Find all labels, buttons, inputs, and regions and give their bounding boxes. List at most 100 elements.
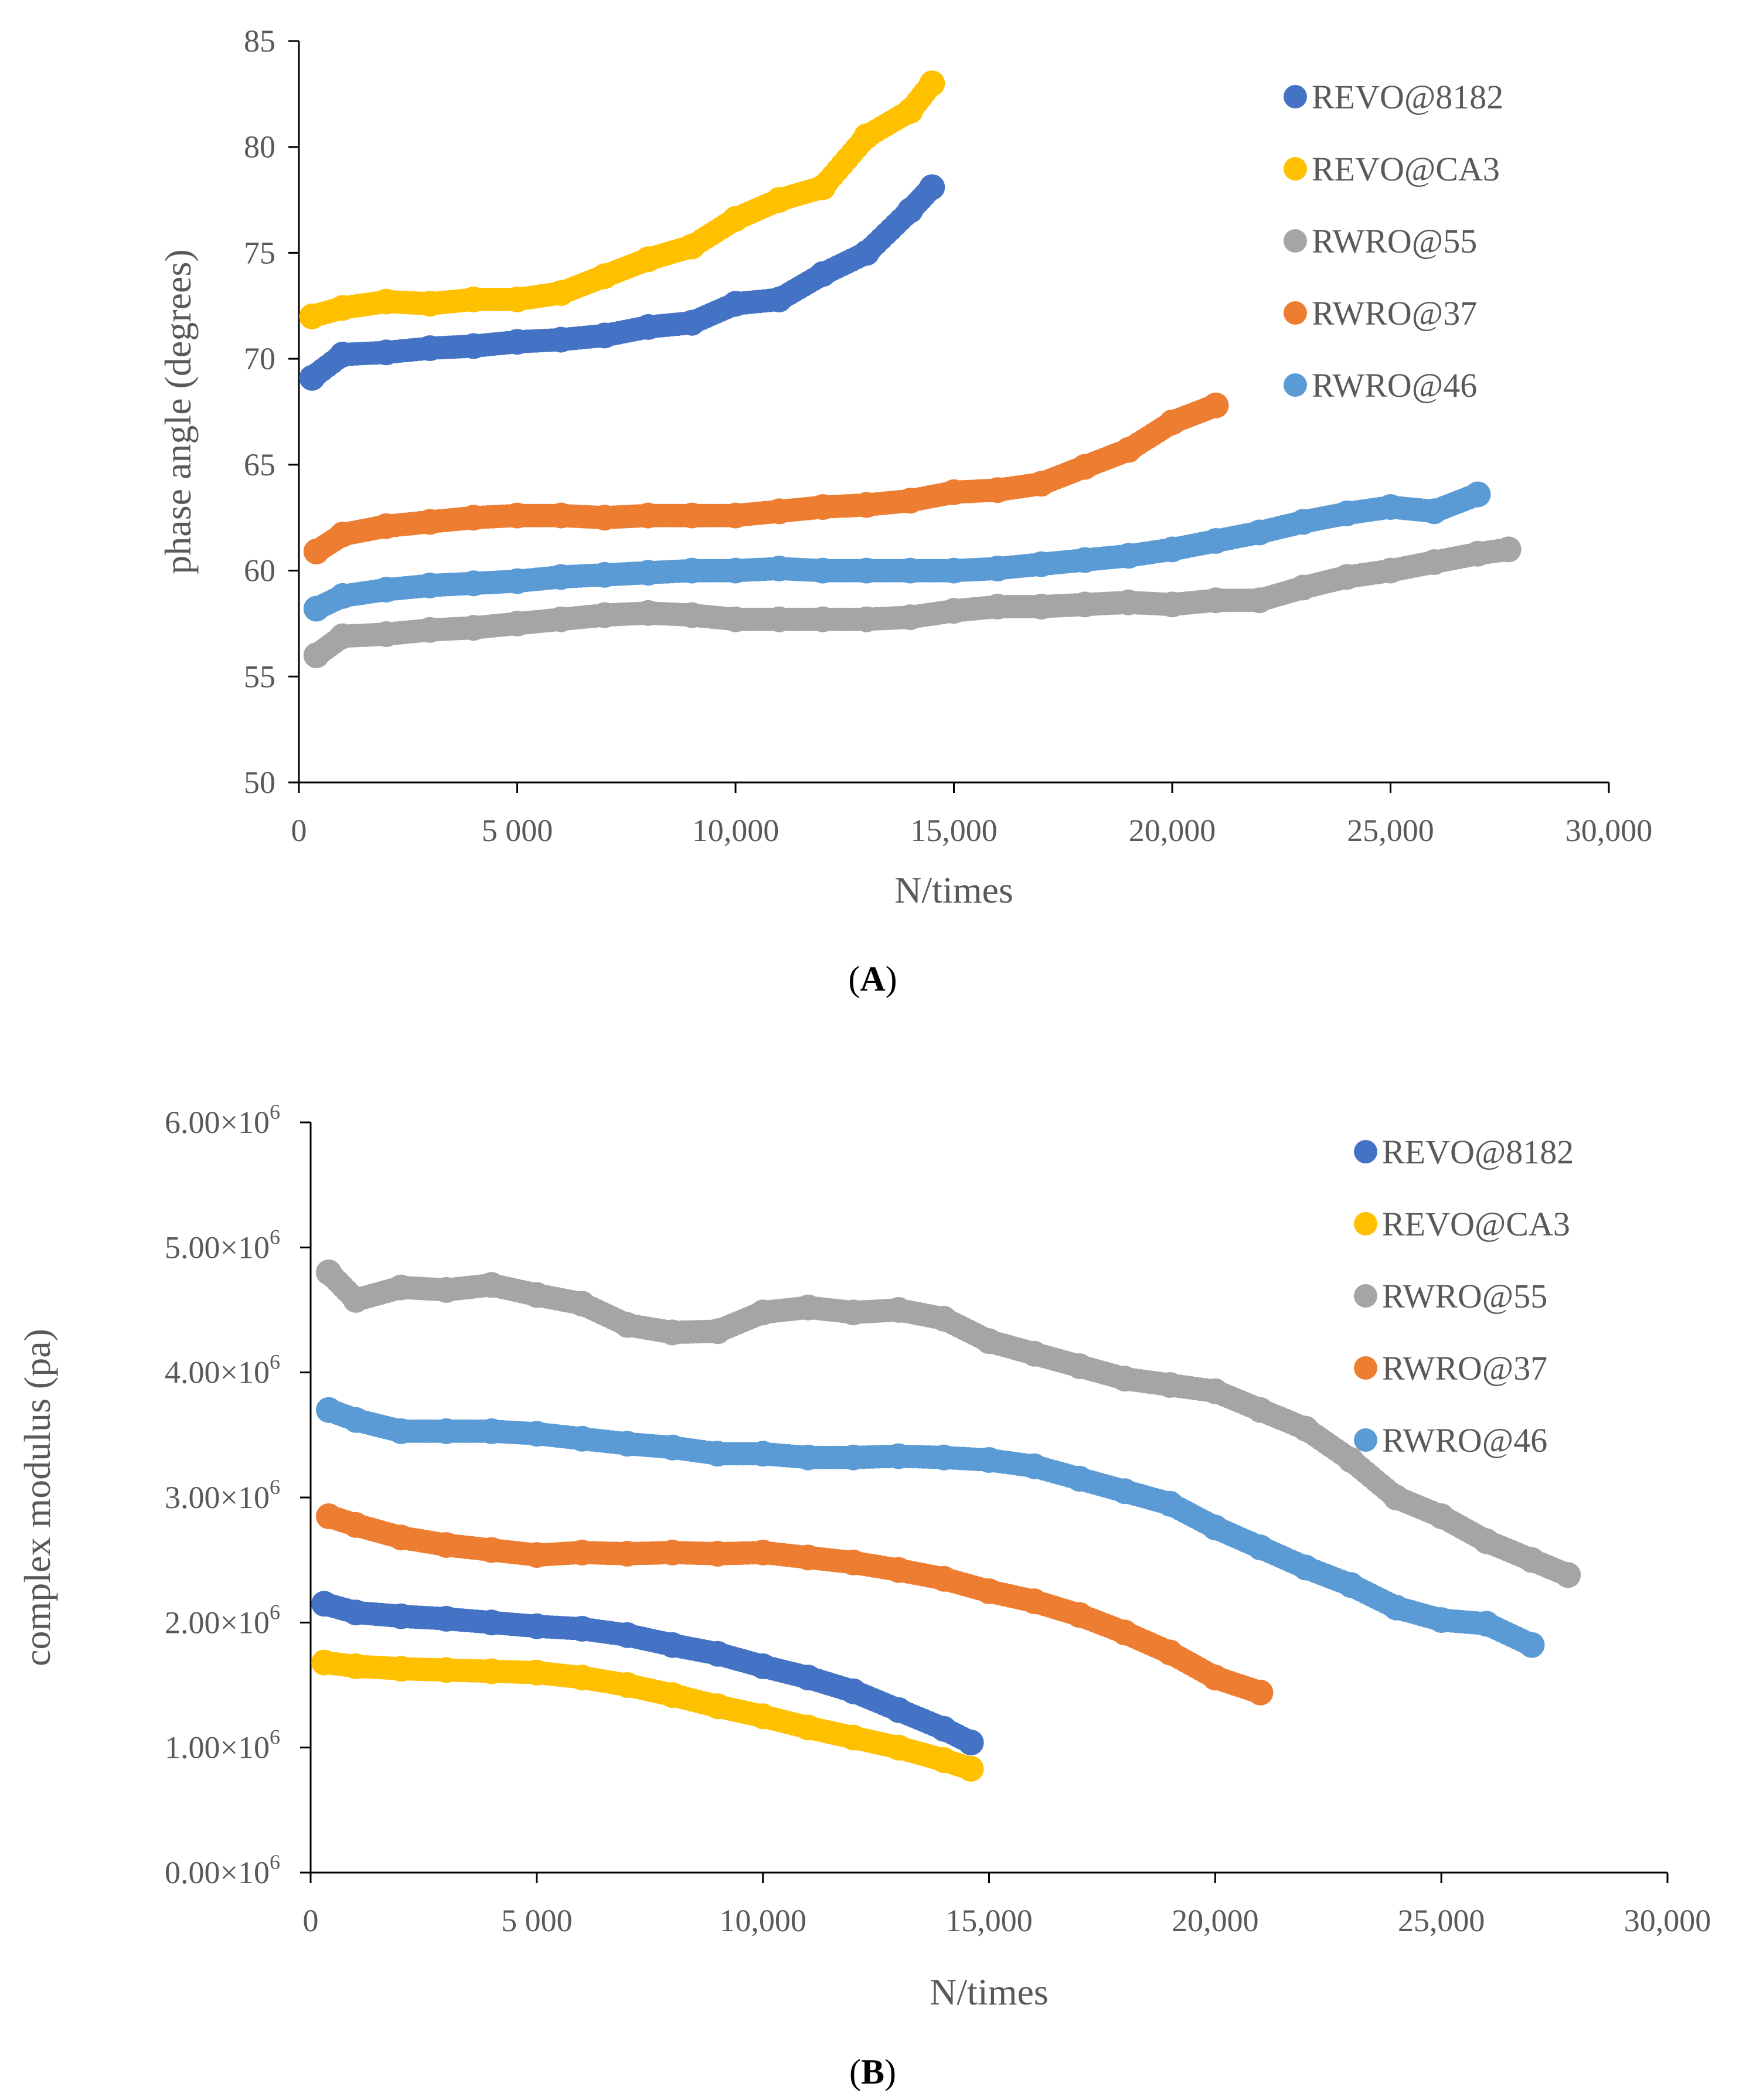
data-point-rwro-55-4 (478, 1272, 505, 1298)
y-tick-exponent: 6 (270, 1850, 280, 1874)
data-point-rwro-37-11 (795, 1544, 821, 1571)
legend-label: REVO@CA3 (1382, 1205, 1570, 1243)
data-point-revo-ca3-10 (723, 206, 748, 232)
data-point-rwro-55-27 (1519, 1547, 1545, 1573)
data-point-rwro-55-13 (886, 1297, 912, 1323)
data-point-revo-8182-6 (548, 326, 574, 353)
legend-marker (1354, 1284, 1377, 1308)
data-point-rwro-55-6 (548, 606, 574, 632)
data-point-rwro-46-0 (303, 595, 329, 622)
data-point-rwro-55-0 (303, 642, 329, 669)
data-point-rwro-46-8 (659, 1434, 686, 1461)
data-point-rwro-46-15 (976, 1447, 1002, 1473)
y-tick-exponent: 6 (270, 1725, 280, 1749)
x-tick-label: 0 (303, 1903, 319, 1938)
chart-panel-a: 50 55 60 65 70 75 80 85 0 5 000 10,000 15,000 20,000… (157, 23, 1652, 998)
y-tick-label: 85 (244, 23, 275, 59)
data-point-rwro-55-1 (343, 1286, 369, 1313)
data-point-rwro-55-17 (1066, 1353, 1092, 1379)
x-tick-label: 30,000 (1624, 1903, 1711, 1938)
data-point-rwro-37-0 (315, 1503, 342, 1529)
x-axis-title: N/times (930, 1971, 1049, 2013)
data-point-rwro-46-16 (1021, 1453, 1047, 1479)
y-tick-label: 6.00×106 (165, 1100, 280, 1140)
legend-label: RWRO@37 (1312, 294, 1477, 332)
data-point-rwro-37-20 (1159, 409, 1185, 435)
data-point-revo-8182-12 (840, 1678, 866, 1704)
data-point-rwro-46-20 (1202, 1514, 1228, 1541)
data-point-revo-ca3-4 (461, 286, 486, 312)
data-point-revo-8182-0 (311, 1591, 338, 1617)
data-point-rwro-55-16 (1021, 1340, 1047, 1367)
data-point-rwro-55-16 (985, 594, 1010, 620)
data-point-rwro-46-17 (1028, 551, 1054, 577)
data-point-rwro-37-13 (886, 1557, 912, 1583)
x-tick-label: 25,000 (1347, 813, 1434, 848)
data-point-rwro-37-19 (1115, 437, 1142, 463)
panel-label: (B) (849, 2053, 896, 2091)
data-point-rwro-55-7 (591, 602, 618, 628)
data-point-rwro-37-18 (1072, 454, 1098, 480)
data-point-rwro-37-3 (417, 509, 443, 535)
data-point-revo-8182-7 (614, 1622, 641, 1648)
data-point-rwro-37-2 (388, 1524, 414, 1551)
data-point-revo-ca3-3 (417, 291, 443, 317)
data-point-revo-ca3-7 (614, 1672, 641, 1698)
data-point-rwro-55-22 (1292, 1415, 1319, 1442)
data-point-rwro-46-4 (478, 1418, 505, 1444)
data-point-rwro-55-3 (417, 617, 443, 643)
x-tick-label: 0 (291, 813, 307, 848)
data-point-rwro-46-15 (941, 557, 967, 584)
data-point-revo-8182-2 (388, 1603, 414, 1629)
x-tick-label: 5 000 (482, 813, 553, 848)
data-point-rwro-46-23 (1337, 1572, 1364, 1598)
data-point-revo-8182-10 (750, 1653, 776, 1679)
legend-label: RWRO@55 (1382, 1277, 1547, 1315)
y-tick-label: 75 (244, 235, 275, 270)
data-point-rwro-46-5 (523, 1421, 550, 1447)
data-point-rwro-46-18 (1112, 1478, 1138, 1505)
data-point-revo-ca3-0 (299, 303, 325, 329)
data-point-rwro-46-7 (591, 561, 618, 588)
data-point-rwro-46-21 (1203, 528, 1229, 554)
data-point-rwro-37-7 (614, 1541, 641, 1567)
legend: REVO@8182 REVO@CA3 RWRO@55 RWRO@37 RWRO@46 (1354, 1133, 1574, 1459)
data-point-rwro-46-24 (1383, 1594, 1409, 1621)
data-point-rwro-46-8 (635, 560, 661, 586)
data-point-revo-8182-15 (958, 1730, 984, 1756)
data-point-rwro-55-2 (373, 621, 399, 647)
data-point-rwro-55-26 (1421, 549, 1447, 576)
data-point-revo-ca3-13 (853, 123, 880, 149)
data-point-rwro-55-5 (504, 610, 530, 637)
data-point-rwro-46-10 (750, 1441, 776, 1467)
data-point-rwro-46-11 (795, 1444, 821, 1471)
data-point-rwro-46-19 (1115, 543, 1142, 569)
y-tick-label: 60 (244, 553, 275, 588)
data-point-rwro-55-4 (461, 615, 486, 641)
data-point-rwro-55-24 (1334, 564, 1360, 590)
data-point-revo-8182-0 (299, 365, 325, 391)
y-tick-label: 70 (244, 341, 275, 376)
data-point-rwro-55-15 (941, 598, 967, 624)
data-point-revo-8182-14 (897, 198, 923, 224)
data-point-revo-8182-1 (343, 1599, 369, 1626)
data-point-rwro-46-1 (329, 583, 356, 609)
data-point-revo-ca3-15 (919, 70, 945, 97)
data-point-rwro-37-1 (343, 1512, 369, 1538)
data-point-rwro-55-1 (329, 623, 356, 649)
data-point-rwro-55-18 (1112, 1366, 1138, 1392)
data-point-rwro-55-28 (1495, 536, 1522, 563)
panel-label: (A) (848, 959, 897, 998)
data-point-rwro-55-28 (1555, 1562, 1581, 1588)
y-tick-label: 65 (244, 447, 275, 482)
data-point-rwro-46-3 (417, 572, 443, 598)
legend-marker (1284, 373, 1307, 397)
data-point-revo-8182-5 (523, 1613, 550, 1639)
y-tick-exponent: 6 (270, 1475, 280, 1499)
data-point-rwro-55-19 (1157, 1372, 1183, 1398)
data-point-rwro-37-21 (1203, 392, 1229, 418)
data-point-rwro-55-21 (1247, 1397, 1274, 1423)
data-point-revo-8182-2 (373, 339, 399, 366)
data-point-rwro-37-4 (478, 1537, 505, 1563)
